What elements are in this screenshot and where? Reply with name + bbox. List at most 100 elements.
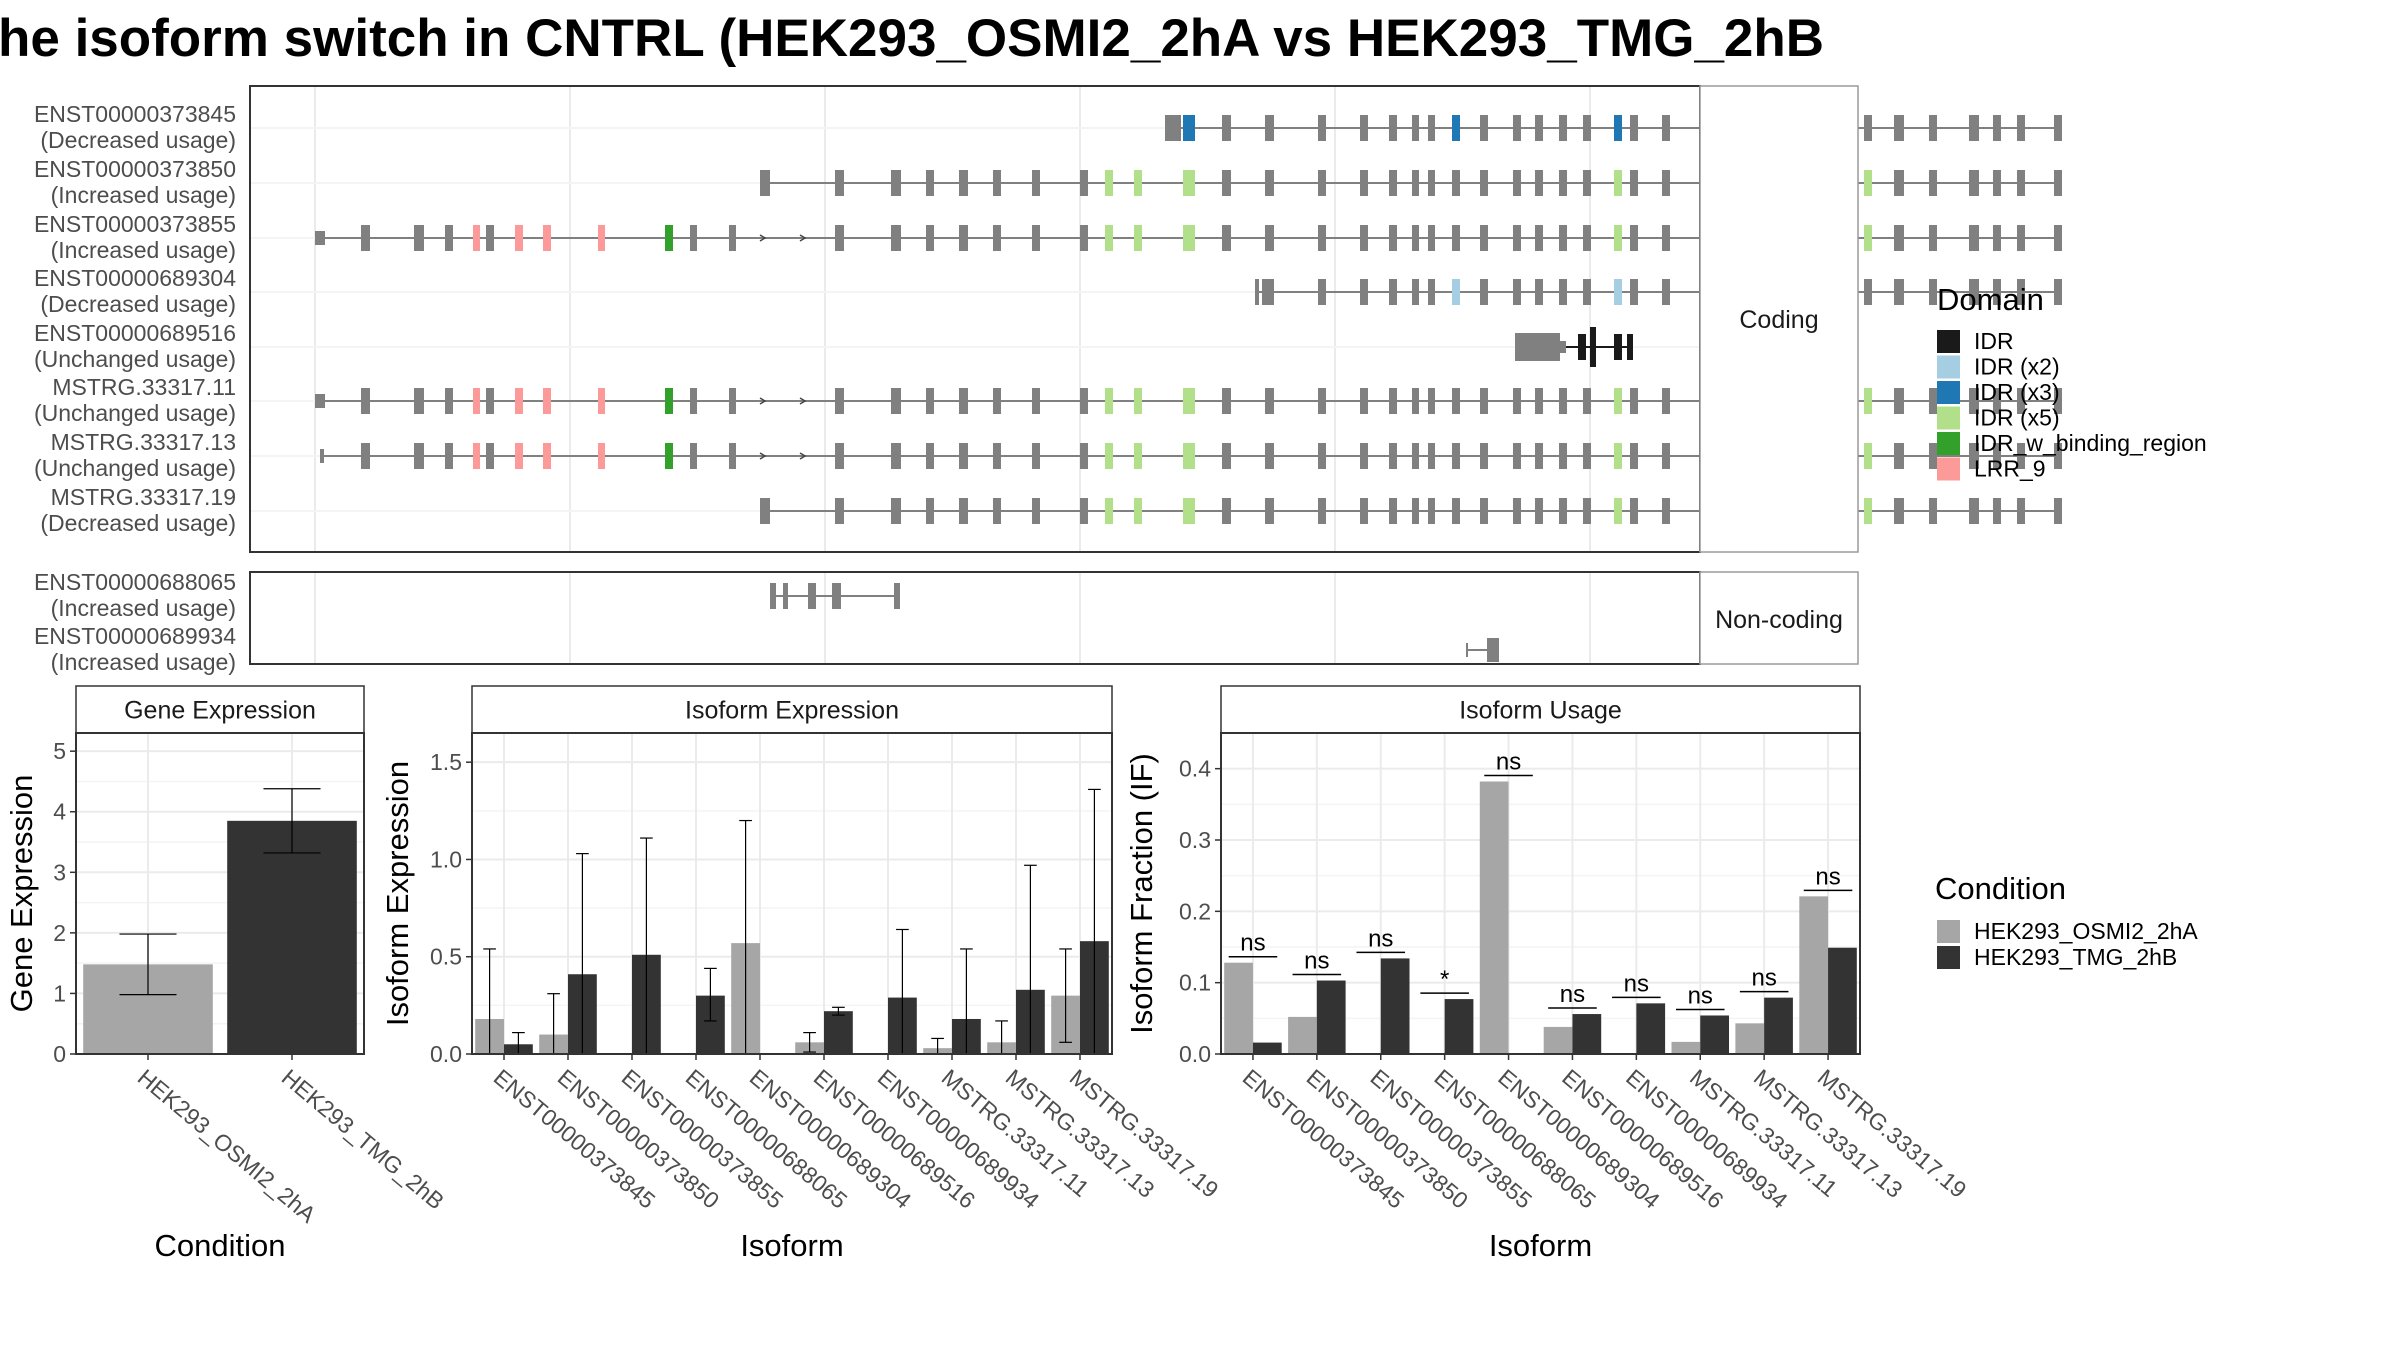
bar	[1316, 980, 1346, 1054]
exon	[414, 388, 424, 414]
exon	[1993, 443, 2001, 469]
exon	[1969, 388, 1979, 414]
exon	[2054, 225, 2062, 251]
exon	[1614, 498, 1622, 524]
exon	[1265, 225, 1274, 251]
y-tick-label: 0.0	[430, 1041, 462, 1067]
bar	[1252, 1042, 1282, 1054]
bar	[1700, 1015, 1730, 1054]
exon	[1105, 388, 1113, 414]
exon	[1480, 170, 1488, 196]
x-axis-title: Condition	[155, 1228, 286, 1263]
exon	[2054, 170, 2062, 196]
significance-label: ns	[1304, 948, 1329, 975]
exon	[729, 443, 736, 469]
exon	[760, 498, 770, 524]
significance-label: ns	[1815, 863, 1840, 890]
exon	[993, 170, 1001, 196]
exon	[1222, 170, 1231, 196]
exon	[959, 498, 968, 524]
exon	[486, 225, 494, 251]
exon	[1105, 170, 1113, 196]
exon	[1428, 170, 1435, 196]
exon	[1614, 388, 1622, 414]
usage-label: (Unchanged usage)	[34, 455, 236, 481]
bar	[1444, 999, 1474, 1054]
exon	[926, 443, 934, 469]
exon	[1513, 225, 1521, 251]
condition-legend-label: HEK293_OSMI2_2hA	[1974, 918, 2198, 944]
domain-legend-swatch	[1937, 381, 1960, 404]
exon	[1894, 498, 1904, 524]
exon	[1578, 334, 1586, 360]
exon	[486, 388, 494, 414]
bar	[1671, 1041, 1701, 1054]
exon	[1513, 115, 1521, 141]
y-tick-label: 0.1	[1179, 970, 1211, 996]
exon	[2054, 388, 2062, 414]
exon	[1480, 115, 1488, 141]
exon	[1318, 498, 1326, 524]
exon	[1134, 443, 1142, 469]
exon	[1428, 279, 1435, 305]
exon	[1864, 498, 1872, 524]
exon	[1255, 279, 1259, 305]
exon	[1452, 170, 1460, 196]
exon	[1864, 443, 1872, 469]
exon	[1590, 327, 1596, 367]
chart-strip	[1220, 685, 1861, 734]
exon	[1513, 443, 1521, 469]
exon	[1360, 443, 1368, 469]
exon	[1969, 170, 1979, 196]
transcript-label: ENST00000373845	[34, 101, 236, 127]
exon	[1032, 443, 1040, 469]
bar	[1479, 781, 1509, 1054]
exon	[1412, 170, 1419, 196]
exon	[729, 388, 736, 414]
exon	[445, 388, 453, 414]
usage-label: (Unchanged usage)	[34, 400, 236, 426]
usage-label: (Increased usage)	[51, 237, 236, 263]
chart-panel-border	[471, 732, 1113, 1055]
exon	[2017, 170, 2025, 196]
significance-label: *	[1440, 966, 1449, 993]
exon	[1389, 170, 1397, 196]
significance-label: ns	[1688, 982, 1713, 1009]
exon	[1662, 170, 1670, 196]
exon	[2054, 443, 2062, 469]
transcript-label: ENST00000689304	[34, 265, 236, 291]
exon	[1360, 170, 1368, 196]
exon	[690, 443, 697, 469]
direction-arrow	[799, 452, 807, 460]
exon	[1614, 334, 1622, 360]
exon	[1993, 498, 2001, 524]
exon	[1614, 443, 1622, 469]
exon	[891, 443, 901, 469]
exon	[1105, 443, 1113, 469]
exon	[1183, 225, 1195, 251]
isoform-usage-chart: Isoform Usage 0.0 0.1 0.2 0.3 0.4 ns ns ns * ns ns n…	[1124, 685, 1972, 1263]
exon	[1389, 279, 1397, 305]
exon	[1583, 170, 1591, 196]
exon	[1318, 279, 1326, 305]
chart-strip	[471, 685, 1113, 734]
exon	[2017, 388, 2025, 414]
coding-strip-label: Coding	[1739, 306, 1818, 334]
exon	[414, 443, 424, 469]
domain-legend-swatch	[1937, 432, 1960, 455]
transcript-label: ENST00000689934	[34, 623, 236, 649]
domain-legend-swatch	[1937, 330, 1960, 353]
exon	[543, 225, 551, 251]
exon	[808, 583, 816, 609]
exon	[1265, 115, 1274, 141]
exon	[1165, 115, 1181, 141]
exon	[959, 170, 968, 196]
chart-panel-border	[1220, 732, 1861, 1055]
exon	[1894, 279, 1904, 305]
exon	[1105, 225, 1113, 251]
exon	[315, 394, 325, 408]
exon	[598, 225, 605, 251]
domain-legend-swatch	[1937, 355, 1960, 379]
exon	[1894, 443, 1904, 469]
